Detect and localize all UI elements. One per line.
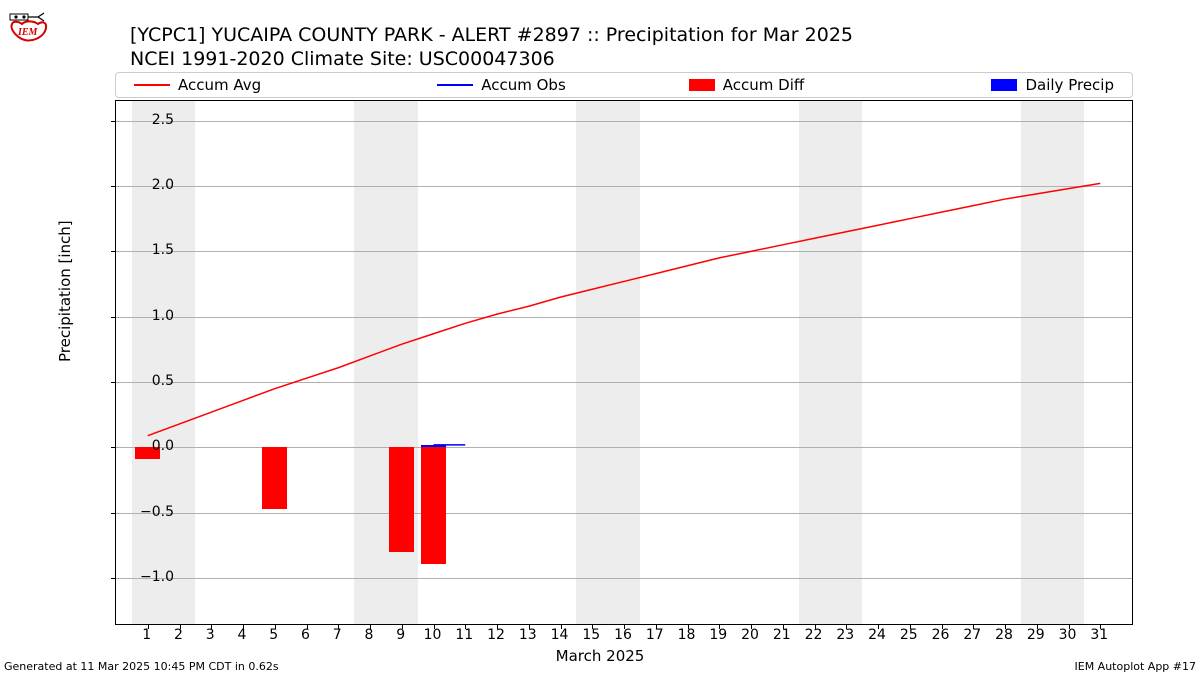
xtick-label: 14 <box>545 627 575 643</box>
chart-plot-area <box>115 100 1133 625</box>
ytick-mark <box>111 121 116 122</box>
xtick-label: 27 <box>957 627 987 643</box>
xtick-label: 29 <box>1021 627 1051 643</box>
ytick-label: 2.5 <box>134 112 174 128</box>
xtick-label: 4 <box>227 627 257 643</box>
legend: Accum Avg Accum Obs Accum Diff Daily Pre… <box>115 72 1133 98</box>
legend-swatch-patch <box>689 79 715 91</box>
legend-item-accum-obs: Accum Obs <box>379 76 624 94</box>
legend-item-accum-diff: Accum Diff <box>624 76 869 94</box>
xtick-label: 28 <box>989 627 1019 643</box>
accum-avg-line <box>148 183 1101 435</box>
legend-swatch-line <box>437 84 473 86</box>
iem-logo-icon: IEM <box>4 4 52 44</box>
xtick-label: 24 <box>862 627 892 643</box>
line-layer <box>116 101 1132 624</box>
xtick-label: 23 <box>830 627 860 643</box>
y-axis-label: Precipitation [inch] <box>56 220 74 362</box>
xtick-label: 7 <box>322 627 352 643</box>
legend-label: Accum Obs <box>481 76 566 94</box>
ytick-mark <box>111 251 116 252</box>
xtick-label: 21 <box>767 627 797 643</box>
ytick-label: 0.0 <box>134 438 174 454</box>
legend-item-accum-avg: Accum Avg <box>116 76 379 94</box>
ytick-mark <box>111 382 116 383</box>
ytick-label: −1.0 <box>134 569 174 585</box>
xtick-label: 22 <box>799 627 829 643</box>
legend-swatch-patch <box>991 79 1017 91</box>
xtick-label: 3 <box>195 627 225 643</box>
xtick-label: 16 <box>608 627 638 643</box>
legend-label: Accum Avg <box>178 76 261 94</box>
footer-app-id: IEM Autoplot App #17 <box>1075 660 1197 673</box>
legend-label: Accum Diff <box>723 76 804 94</box>
ytick-label: 1.5 <box>134 242 174 258</box>
xtick-label: 25 <box>894 627 924 643</box>
ytick-mark <box>111 186 116 187</box>
ytick-mark <box>111 578 116 579</box>
ytick-label: 2.0 <box>134 177 174 193</box>
xtick-label: 30 <box>1053 627 1083 643</box>
xtick-label: 18 <box>672 627 702 643</box>
xtick-label: 19 <box>703 627 733 643</box>
legend-swatch-line <box>134 84 170 86</box>
ytick-label: −0.5 <box>134 504 174 520</box>
xtick-label: 6 <box>291 627 321 643</box>
chart-title: [YCPC1] YUCAIPA COUNTY PARK - ALERT #289… <box>130 24 853 72</box>
xtick-label: 12 <box>481 627 511 643</box>
xtick-label: 31 <box>1084 627 1114 643</box>
xtick-label: 13 <box>513 627 543 643</box>
title-line-1: [YCPC1] YUCAIPA COUNTY PARK - ALERT #289… <box>130 24 853 48</box>
xtick-label: 5 <box>259 627 289 643</box>
xtick-label: 20 <box>735 627 765 643</box>
ytick-mark <box>111 513 116 514</box>
xtick-label: 9 <box>386 627 416 643</box>
xtick-label: 26 <box>926 627 956 643</box>
ytick-mark <box>111 317 116 318</box>
xtick-label: 15 <box>576 627 606 643</box>
legend-label: Daily Precip <box>1025 76 1114 94</box>
ytick-label: 0.5 <box>134 373 174 389</box>
ytick-mark <box>111 447 116 448</box>
ytick-label: 1.0 <box>134 308 174 324</box>
xtick-label: 10 <box>418 627 448 643</box>
svg-text:IEM: IEM <box>17 27 39 38</box>
title-line-2: NCEI 1991-2020 Climate Site: USC00047306 <box>130 48 853 72</box>
legend-item-daily-precip: Daily Precip <box>869 76 1132 94</box>
xtick-label: 1 <box>132 627 162 643</box>
xtick-label: 8 <box>354 627 384 643</box>
xtick-label: 17 <box>640 627 670 643</box>
xtick-label: 2 <box>164 627 194 643</box>
xtick-label: 11 <box>449 627 479 643</box>
footer-generated-at: Generated at 11 Mar 2025 10:45 PM CDT in… <box>4 660 279 673</box>
